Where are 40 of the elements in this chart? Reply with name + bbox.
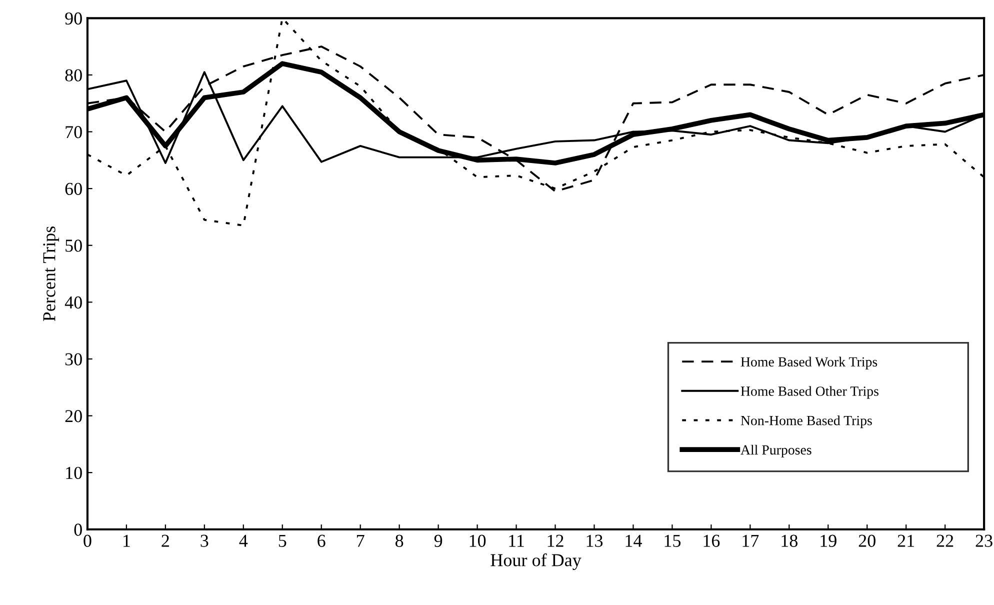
y-axis-title: Percent Trips <box>43 226 59 322</box>
x-axis-title: Hour of Day <box>490 553 582 570</box>
x-tick-label: 12 <box>548 534 564 547</box>
x-tick-label: 5 <box>278 534 286 547</box>
x-tick-label: 19 <box>820 534 836 547</box>
y-tick-label: 0 <box>74 524 82 536</box>
x-tick-label: 20 <box>858 534 876 547</box>
x-tick-label: 1 <box>124 534 130 547</box>
x-tick-label: 2 <box>162 534 169 547</box>
x-tick-label: 17 <box>742 534 759 547</box>
x-tick-label: 10 <box>470 534 486 547</box>
legend-label: Home Based Work Trips <box>740 356 878 370</box>
x-tick-label: 8 <box>396 534 404 547</box>
y-tick-label: 30 <box>65 353 82 366</box>
x-tick-label: 23 <box>976 534 992 547</box>
x-tick-label: 7 <box>357 534 364 547</box>
x-tick-label: 4 <box>239 534 248 547</box>
y-tick-label: 90 <box>65 12 82 25</box>
x-tick-label: 16 <box>704 534 720 547</box>
x-tick-label: 9 <box>434 534 442 547</box>
y-tick-label: 70 <box>66 126 82 138</box>
x-tick-label: 3 <box>200 534 208 547</box>
y-tick-label: 80 <box>65 69 82 82</box>
x-tick-label: 13 <box>586 534 603 547</box>
x-tick-label: 6 <box>318 534 326 547</box>
y-tick-label: 20 <box>65 410 82 422</box>
x-tick-label: 21 <box>898 534 914 547</box>
legend-label: All Purposes <box>740 444 812 458</box>
x-tick-label: 18 <box>782 534 798 547</box>
y-tick-label: 60 <box>65 182 82 195</box>
x-tick-label: 22 <box>936 534 954 547</box>
legend-label: Non-Home Based Trips <box>740 415 872 428</box>
y-tick-label: 40 <box>64 296 82 309</box>
legend-label: Home Based Other Trips <box>740 386 878 399</box>
x-tick-label: 11 <box>509 534 524 547</box>
y-tick-label: 50 <box>66 240 82 252</box>
x-tick-label: 15 <box>664 534 681 547</box>
x-tick-label: 14 <box>626 534 642 547</box>
y-tick-label: 10 <box>66 466 82 480</box>
x-tick-label: 0 <box>84 534 92 547</box>
